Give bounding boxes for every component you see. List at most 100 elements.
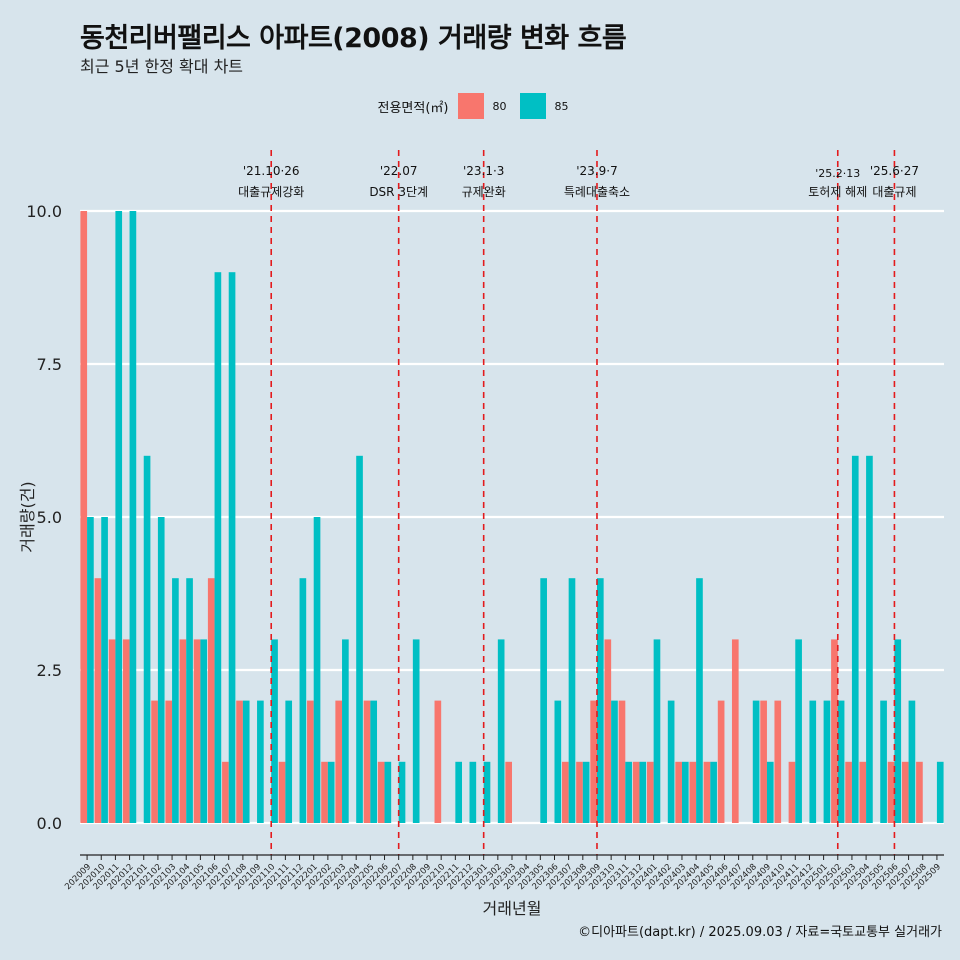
bar-85-202105 — [200, 639, 208, 823]
bar-85-202307 — [568, 578, 576, 823]
bar-85-202404 — [696, 578, 703, 823]
bar-85-202012 — [129, 211, 137, 823]
source-caption: ©디아파트(dapt.kr) / 2025.09.03 / 자료=국토교통부 실… — [578, 925, 942, 940]
bar-80-202202 — [321, 761, 328, 823]
bar-80-202201 — [307, 700, 314, 823]
bar-80-202307 — [561, 761, 569, 823]
event-label: 대출규제강화 — [238, 185, 304, 199]
bar-85-202204 — [356, 455, 363, 823]
bar-85-202301 — [483, 761, 491, 823]
bar-85-202202 — [327, 761, 335, 823]
bar-85-202509 — [936, 761, 944, 823]
bar-85-202112 — [299, 578, 307, 823]
bar-80-202507 — [901, 761, 909, 823]
bar-85-202208 — [412, 639, 420, 823]
event-label: 규제완화 — [462, 185, 506, 199]
event-label: DSR 3단계 — [369, 185, 428, 199]
bar-80-202107 — [222, 761, 229, 823]
bar-85-202408 — [752, 700, 760, 823]
y-tick-label: 0.0 — [37, 814, 62, 833]
bar-80-202108 — [236, 700, 243, 823]
bar-85-202403 — [681, 761, 689, 823]
bar-80-202009 — [80, 211, 88, 823]
bar-80-202403 — [675, 761, 682, 823]
bar-80-202104 — [179, 639, 187, 823]
y-tick-label: 5.0 — [37, 508, 62, 527]
bar-85-202507 — [908, 700, 916, 823]
bar-80-202405 — [703, 761, 711, 823]
bar-85-202011 — [115, 211, 123, 823]
bar-85-202402 — [667, 700, 675, 823]
bar-80-202410 — [774, 700, 782, 823]
bar-85-202212 — [469, 761, 477, 823]
bar-80-202012 — [122, 639, 130, 823]
bar-85-202502 — [837, 700, 845, 823]
bar-80-202103 — [165, 700, 173, 823]
bar-85-202503 — [851, 455, 859, 823]
bar-85-202305 — [540, 578, 547, 823]
bar-85-202312 — [639, 761, 647, 823]
bar-80-202401 — [646, 761, 654, 823]
legend-swatch-80 — [458, 93, 485, 119]
bar-85-202104 — [186, 578, 193, 823]
bar-85-202010 — [101, 517, 108, 823]
bar-80-202309 — [590, 700, 597, 823]
event-date: '21.10·26 — [243, 164, 300, 178]
legend-swatch-85 — [520, 93, 547, 119]
legend-label-85: 85 — [554, 99, 569, 113]
bar-85-202412 — [809, 700, 817, 823]
bar-80-202409 — [760, 700, 767, 823]
bar-80-202010 — [94, 578, 102, 823]
bar-80-202308 — [576, 761, 583, 823]
bar-80-202404 — [689, 761, 697, 823]
event-label: 특례대출축소 — [564, 185, 630, 199]
bar-80-202503 — [845, 761, 852, 823]
bar-85-202009 — [87, 517, 94, 823]
y-axis-title: 거래량(건) — [18, 481, 37, 552]
bar-80-202411 — [788, 761, 796, 823]
bar-85-202501 — [823, 700, 831, 823]
event-label: 토허제 해제 — [808, 185, 867, 199]
bar-80-202303 — [505, 761, 512, 823]
bar-85-202302 — [497, 639, 505, 823]
bar-85-202207 — [398, 761, 406, 823]
bar-85-202103 — [172, 578, 179, 823]
bar-85-202201 — [313, 517, 321, 823]
bar-85-202101 — [143, 455, 151, 823]
bar-80-202210 — [434, 700, 442, 823]
bar-85-202504 — [866, 455, 873, 823]
bar-80-202111 — [278, 761, 286, 823]
bar-85-202401 — [653, 639, 661, 823]
event-label: 대출규제 — [872, 185, 916, 199]
bar-85-202505 — [880, 700, 887, 823]
bar-85-202102 — [157, 517, 165, 823]
bar-80-202311 — [618, 700, 626, 823]
bar-80-202205 — [363, 700, 371, 823]
bar-80-202508 — [916, 761, 923, 823]
bar-80-202406 — [717, 700, 725, 823]
bar-85-202107 — [228, 272, 236, 823]
bar-80-202106 — [207, 578, 215, 823]
bar-80-202502 — [831, 639, 838, 823]
x-axis-title: 거래년월 — [483, 899, 542, 918]
bar-85-202409 — [766, 761, 774, 823]
legend: 전용면적(㎡) 80 85 — [0, 93, 960, 119]
bar-85-202310 — [611, 700, 618, 823]
event-date: '25.6·27 — [870, 164, 919, 178]
bar-80-202102 — [151, 700, 158, 823]
bar-80-202407 — [731, 639, 739, 823]
bar-80-202506 — [887, 761, 895, 823]
y-tick-label: 10.0 — [26, 202, 62, 221]
bar-85-202309 — [596, 578, 604, 823]
legend-label-80: 80 — [492, 99, 507, 113]
bar-85-202203 — [342, 639, 349, 823]
event-date: '25.2·13 — [815, 167, 860, 180]
bar-85-202206 — [384, 761, 392, 823]
bar-85-202109 — [257, 700, 264, 823]
bar-85-202411 — [795, 639, 802, 823]
bar-85-202108 — [242, 700, 250, 823]
bar-80-202206 — [377, 761, 385, 823]
bar-85-202110 — [271, 639, 278, 823]
bar-85-202311 — [625, 761, 632, 823]
